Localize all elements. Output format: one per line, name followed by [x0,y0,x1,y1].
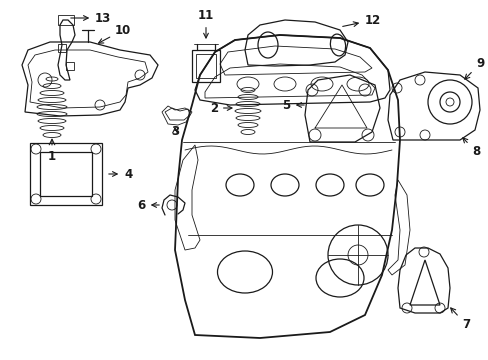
Bar [40,152,92,196]
Text: 8: 8 [462,138,479,158]
Text: 1: 1 [48,150,56,163]
Text: 13: 13 [71,12,111,24]
Text: 10: 10 [99,23,131,43]
Bar [30,143,102,205]
Text: 12: 12 [342,14,381,27]
Bar [196,54,216,78]
Bar [192,50,220,82]
Text: 11: 11 [198,9,214,38]
Text: 7: 7 [450,308,469,331]
Bar [58,44,66,52]
Text: 6: 6 [137,198,159,212]
Bar [58,15,74,25]
Text: 9: 9 [464,57,483,79]
Text: 2: 2 [209,102,231,114]
Text: 3: 3 [171,125,179,138]
Text: 4: 4 [108,167,132,180]
Text: 5: 5 [281,99,304,112]
Bar [66,62,74,70]
